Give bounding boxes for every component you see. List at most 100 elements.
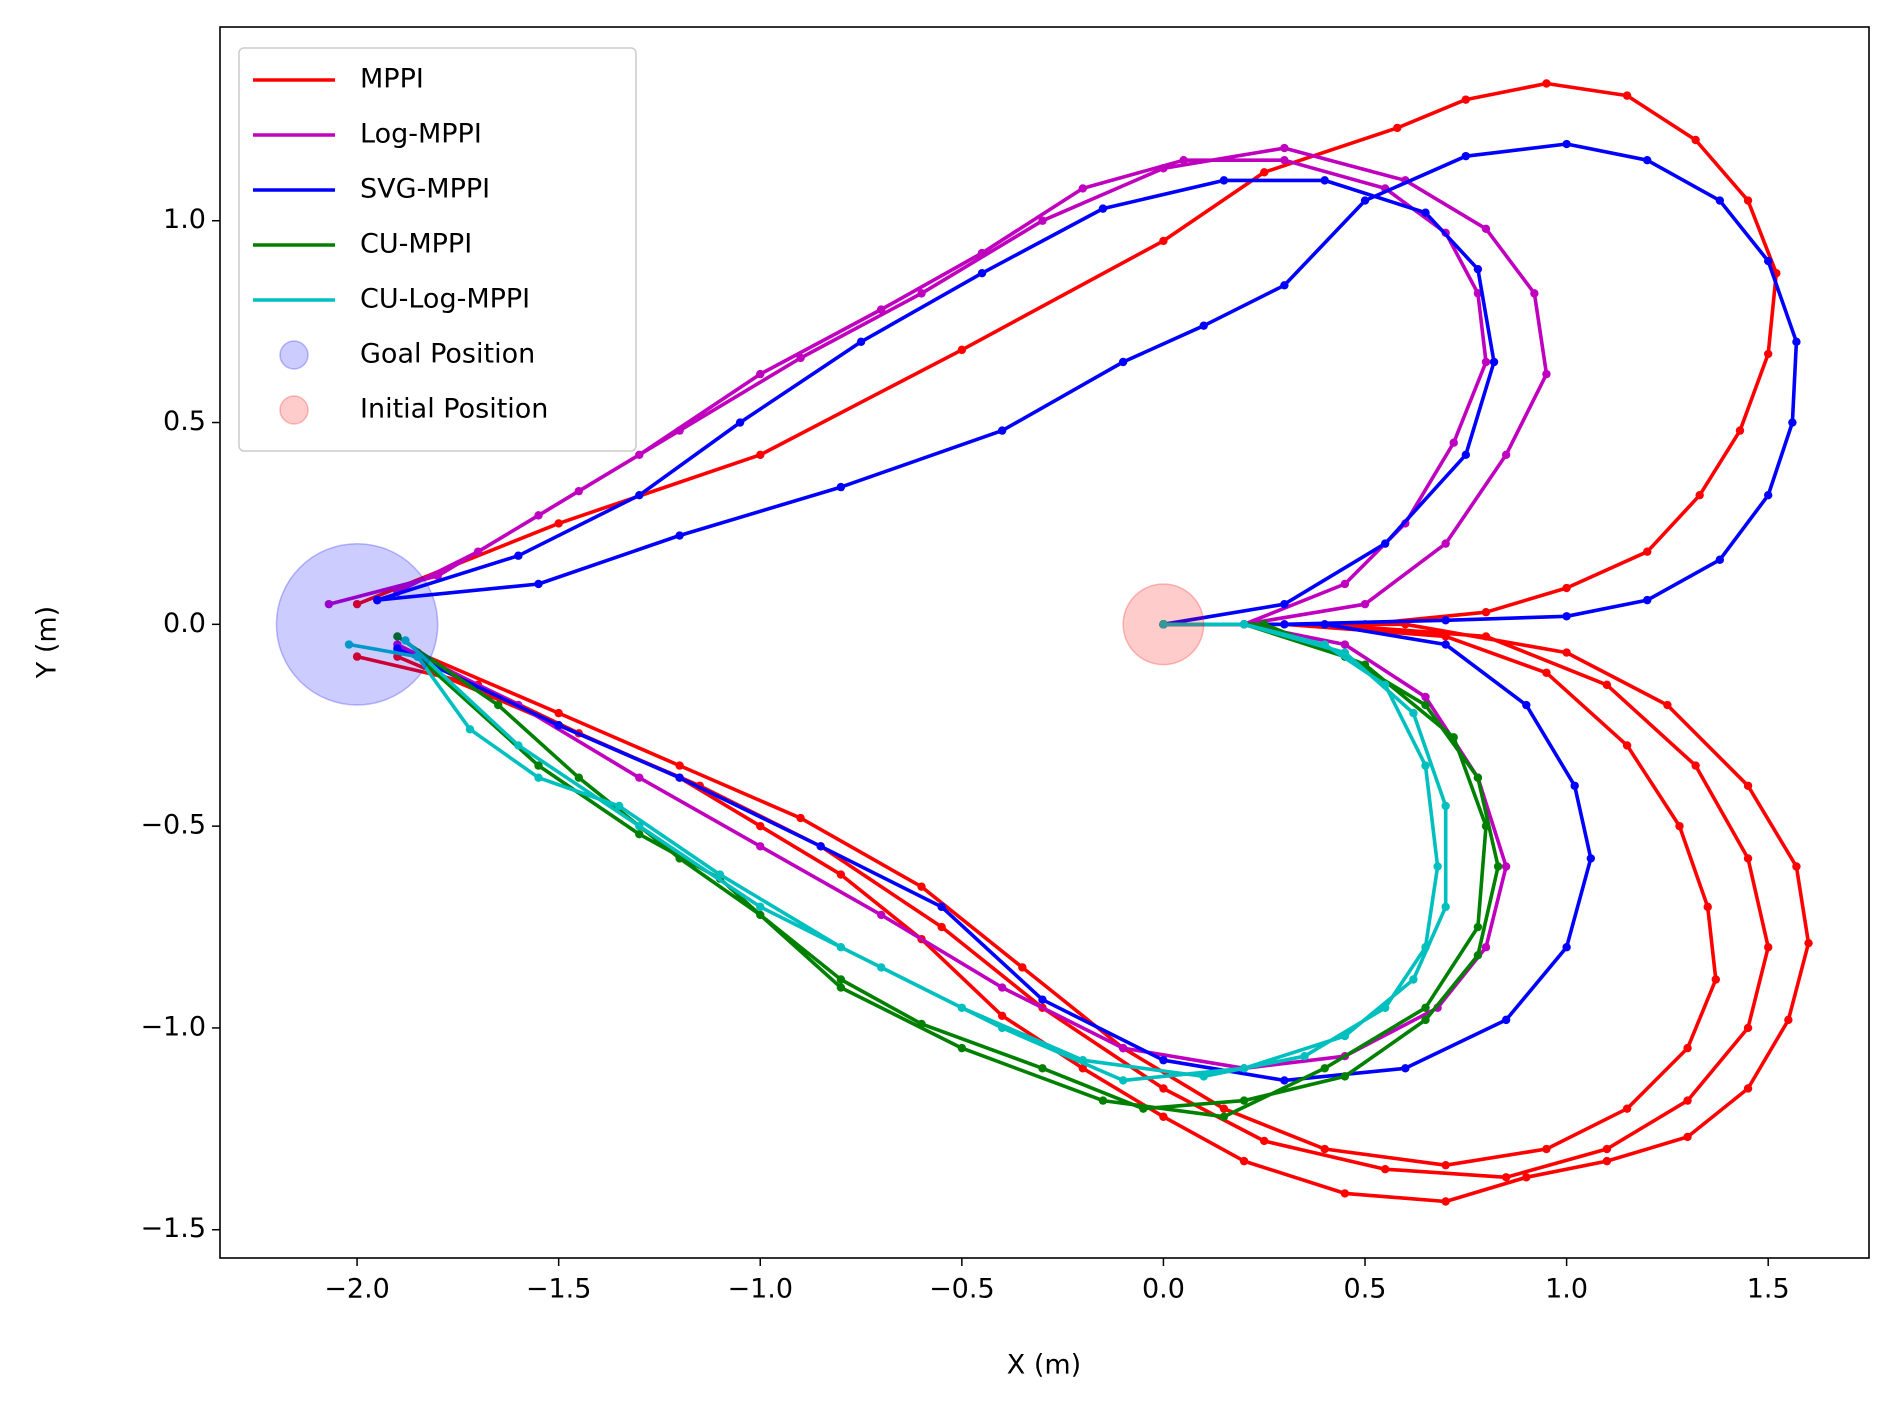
trajectory-point <box>1489 357 1499 367</box>
trajectory-point <box>1421 700 1430 710</box>
legend-marker <box>279 395 309 425</box>
x-tick-label: −2.0 <box>324 1274 390 1305</box>
trajectory-point <box>1441 632 1450 641</box>
x-tick-label: −1.0 <box>727 1274 793 1305</box>
trajectory-point <box>1743 854 1753 863</box>
trajectory-point <box>1764 943 1773 952</box>
trajectory-point <box>1320 1144 1329 1154</box>
trajectory-point <box>957 1043 967 1053</box>
trajectory-point <box>1038 1064 1047 1073</box>
trajectory-point <box>1118 357 1128 367</box>
trajectory-point <box>977 269 987 278</box>
trajectory-point <box>1340 579 1350 589</box>
trajectory-point <box>1715 555 1725 564</box>
trajectory-point <box>675 426 684 435</box>
trajectory-point <box>635 490 644 500</box>
trajectory-point <box>816 842 825 851</box>
trajectory-point <box>1481 943 1491 952</box>
y-tick-label: −0.5 <box>140 810 206 841</box>
trajectory-point <box>1159 164 1168 173</box>
trajectory-point <box>1018 963 1027 972</box>
trajectory-point <box>1735 426 1745 435</box>
legend-label: Log-MPPI <box>360 119 482 150</box>
trajectory-point <box>514 741 523 750</box>
trajectory-point <box>796 813 805 823</box>
trajectory-point <box>1643 595 1652 605</box>
trajectory-point <box>1522 1173 1531 1182</box>
trajectory-point <box>534 761 543 770</box>
trajectory-point <box>997 1011 1007 1021</box>
trajectory-point <box>1542 79 1551 88</box>
trajectory-point <box>1441 1160 1450 1170</box>
trajectory-point <box>735 418 745 427</box>
x-axis-label: X (m) <box>1007 1350 1081 1381</box>
trajectory-point <box>1360 599 1370 609</box>
trajectory-point <box>1199 321 1208 330</box>
trajectory-point <box>1320 620 1329 629</box>
y-tick-label: 0.5 <box>163 406 206 437</box>
trajectory-point <box>1493 862 1503 871</box>
legend-label: Goal Position <box>360 339 535 370</box>
trajectory-point <box>1078 1064 1088 1073</box>
trajectory-point <box>413 652 422 661</box>
trajectory-point <box>756 910 765 920</box>
trajectory-point <box>1159 236 1168 246</box>
trajectory-point <box>836 983 846 992</box>
trajectory-point <box>1380 680 1390 690</box>
trajectory-point <box>836 482 846 492</box>
trajectory-point <box>1078 1056 1088 1065</box>
trajectory-point <box>1159 620 1168 629</box>
trajectory-point <box>1562 612 1571 621</box>
trajectory-point <box>1501 1015 1511 1025</box>
x-tick-label: 1.0 <box>1545 1274 1588 1305</box>
trajectory-point <box>1118 1043 1128 1053</box>
trajectory-point <box>756 902 765 912</box>
trajectory-point <box>1239 620 1249 629</box>
trajectory-point <box>1380 1165 1390 1174</box>
trajectory-point <box>1239 1156 1249 1166</box>
trajectory-point <box>554 708 563 718</box>
trajectory-point <box>1421 692 1430 702</box>
trajectory-point <box>352 599 362 609</box>
trajectory-point <box>1078 184 1088 193</box>
trajectory-point <box>1703 902 1712 912</box>
trajectory-point <box>1473 951 1483 960</box>
trajectory <box>356 81 1811 1204</box>
trajectory-point <box>1340 1072 1350 1081</box>
trajectory-point <box>1300 1051 1309 1061</box>
trajectory-point <box>1562 943 1571 952</box>
trajectory-point <box>756 369 765 379</box>
trajectory-point <box>1239 1096 1249 1105</box>
trajectory-point <box>1441 616 1450 625</box>
trajectory-point <box>1380 539 1390 548</box>
legend-label: MPPI <box>360 64 424 95</box>
trajectory-point <box>1441 1197 1450 1206</box>
trajectory-point <box>493 700 503 710</box>
trajectory-point <box>1461 95 1471 104</box>
y-tick-label: 1.0 <box>163 204 206 235</box>
trajectory-point <box>1219 1104 1229 1113</box>
trajectory-point <box>554 721 563 730</box>
trajectory-point <box>1683 1043 1692 1053</box>
legend: MPPI Log-MPPI SVG-MPPI CU-MPPI CU-Log-MPPI Go… <box>238 47 637 452</box>
trajectory-point <box>1562 139 1571 149</box>
trajectory-point <box>1743 196 1753 205</box>
trajectory-point <box>675 531 684 540</box>
legend-marker <box>279 340 309 370</box>
y-tick-label: 0.0 <box>163 608 206 639</box>
trajectory-point <box>1675 821 1684 831</box>
trajectory-point <box>937 902 946 912</box>
legend-label: CU-MPPI <box>360 229 472 260</box>
trajectory-point <box>1622 741 1632 750</box>
trajectory-point <box>1530 289 1539 298</box>
legend-label: Initial Position <box>360 394 548 425</box>
trajectory-point <box>1098 1096 1108 1105</box>
trajectory-point <box>997 1023 1007 1033</box>
trajectory-point <box>1481 224 1491 234</box>
trajectory-point <box>1038 216 1047 225</box>
trajectory-point <box>877 910 886 920</box>
trajectory-point <box>1433 862 1442 871</box>
trajectory-point <box>373 595 382 605</box>
trajectory-point <box>1643 155 1652 165</box>
trajectory-point <box>1622 1104 1632 1113</box>
